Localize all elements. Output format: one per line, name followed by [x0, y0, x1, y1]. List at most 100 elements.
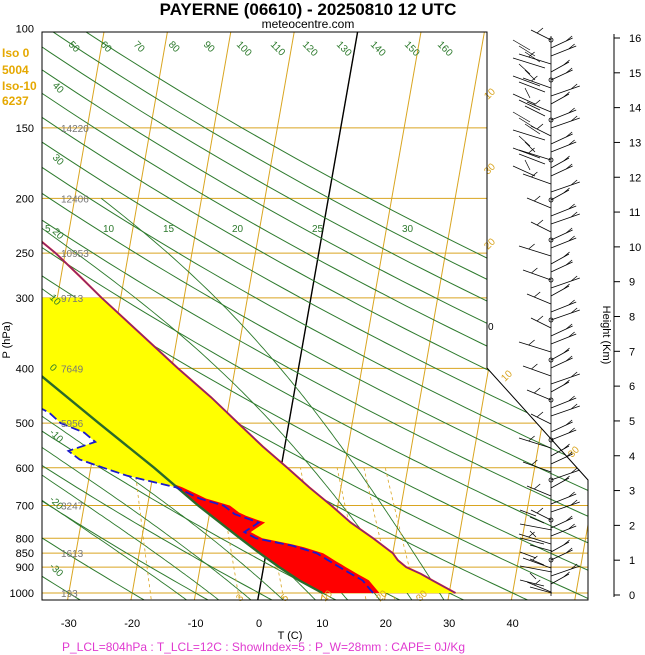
- wind-barb: [518, 81, 546, 93]
- wind-barb-flag: [531, 75, 538, 82]
- wind-barb: [550, 253, 570, 265]
- wind-barb-flag: [565, 227, 573, 234]
- height-tick-label: 10: [629, 242, 641, 254]
- wind-barb: [519, 551, 537, 559]
- height-tick-label: 4: [629, 451, 635, 463]
- temperature-tick-label: 30: [443, 618, 455, 630]
- wind-barb: [512, 57, 546, 69]
- moist-adiabat-line: [101, 198, 448, 600]
- moist-adiabat-label: 25: [312, 224, 324, 235]
- wind-barb-flag: [570, 307, 578, 314]
- dry-adiabat-line: [42, 32, 588, 600]
- pressure-axis-label: P (hPa): [1, 321, 13, 358]
- wind-barb: [522, 173, 552, 185]
- isotherm-line: [129, 32, 232, 600]
- pressure-tick-label: 400: [16, 363, 34, 375]
- moist-adiabat-label: 20: [232, 224, 244, 235]
- temperature-tick-label: -30: [61, 618, 77, 630]
- wind-barb: [550, 45, 577, 57]
- mixing-ratio-label: 3: [234, 592, 246, 604]
- moist-adiabat-line: [42, 198, 289, 600]
- freezing-level-info: Iso 0 5004 Iso-10 6237: [2, 46, 37, 108]
- geopotential-height-label: 10953: [61, 249, 89, 260]
- wind-barb: [522, 461, 552, 473]
- wind-barb-flag: [570, 371, 578, 378]
- temperature-axis-label: T (C): [278, 630, 303, 642]
- wind-barb-flag: [565, 355, 573, 362]
- wind-barb: [550, 477, 570, 489]
- wind-barb: [550, 405, 580, 417]
- wind-barb-flag: [563, 155, 570, 162]
- wind-barb: [550, 237, 577, 249]
- wind-barb-flag: [528, 147, 535, 154]
- isotherm-line: [319, 32, 423, 600]
- geopotential-height-label: 1613: [61, 549, 84, 560]
- wind-barb: [512, 93, 536, 105]
- geopotential-height-label: 9713: [61, 294, 84, 305]
- dry-adiabat-line: [42, 32, 588, 600]
- wind-barb-flag: [531, 363, 538, 370]
- wind-barb: [550, 549, 573, 561]
- wind-barb-flag: [568, 395, 575, 402]
- height-tick-label: 14: [629, 103, 641, 115]
- wind-barb: [550, 61, 570, 73]
- wind-barb-flag: [570, 211, 578, 218]
- dry-adiabat-label: 80: [166, 39, 182, 55]
- wind-barb: [550, 69, 573, 81]
- wind-barb: [518, 153, 546, 165]
- wind-calm-circle: [548, 277, 554, 283]
- wind-barb: [550, 309, 580, 321]
- dry-adiabat-line: [42, 32, 588, 600]
- geopotential-height-label: 7649: [61, 364, 84, 375]
- mixing-ratio-label: 5: [279, 592, 291, 604]
- dry-adiabat-label: 130: [334, 39, 354, 59]
- wind-barb: [526, 485, 552, 497]
- wind-barb: [524, 123, 541, 135]
- height-tick-label: 15: [629, 68, 641, 80]
- moist-adiabat-label: 30: [402, 224, 414, 235]
- isotherm-line: [0, 29, 41, 605]
- wind-barb-flag: [528, 243, 535, 250]
- wind-barb-flag: [570, 467, 578, 474]
- wind-barb-flag: [531, 459, 538, 466]
- wind-barb-flag: [563, 59, 570, 66]
- chart-title: PAYERNE (06610) - 20250810 12 UTC: [160, 0, 457, 19]
- height-tick-label: 3: [629, 486, 635, 498]
- height-tick-label: 12: [629, 172, 641, 184]
- wind-barb-flag: [565, 451, 573, 458]
- wind-barb: [550, 493, 577, 505]
- geopotential-height-label: 12406: [61, 194, 89, 205]
- dry-adiabat-label: 110: [268, 39, 287, 58]
- wind-barb: [522, 557, 552, 569]
- geopotential-height-label: 5956: [61, 419, 84, 430]
- wind-barb: [550, 93, 570, 105]
- height-tick-label: 1: [629, 555, 635, 567]
- wind-barb: [550, 165, 573, 177]
- wind-barb-flag: [563, 443, 570, 450]
- wind-barb-flag: [568, 331, 575, 338]
- sounding-curves: [42, 32, 456, 595]
- wind-barb: [550, 397, 577, 409]
- wind-barb: [518, 437, 552, 449]
- wind-barb: [518, 63, 531, 75]
- wind-barb-flag: [568, 139, 575, 146]
- wind-barb-flag: [570, 563, 578, 570]
- wind-barb: [524, 159, 531, 171]
- height-tick-label: 7: [629, 346, 635, 358]
- wind-barb: [524, 51, 541, 63]
- wind-barb: [550, 37, 573, 49]
- wind-barb-flag: [565, 67, 573, 74]
- wind-barb: [529, 530, 537, 538]
- wind-barb-flag: [533, 483, 541, 490]
- wind-barb: [550, 277, 580, 289]
- wind-barb: [526, 581, 552, 593]
- wind-barb: [519, 565, 553, 573]
- mixing-ratio-label: 0: [488, 322, 494, 333]
- wind-barb-flag: [568, 491, 575, 498]
- height-tick-label: 13: [629, 137, 641, 149]
- wind-barb: [550, 501, 580, 513]
- wind-barb-flag: [536, 507, 544, 514]
- wind-barb: [530, 413, 552, 425]
- wind-barb: [529, 544, 553, 552]
